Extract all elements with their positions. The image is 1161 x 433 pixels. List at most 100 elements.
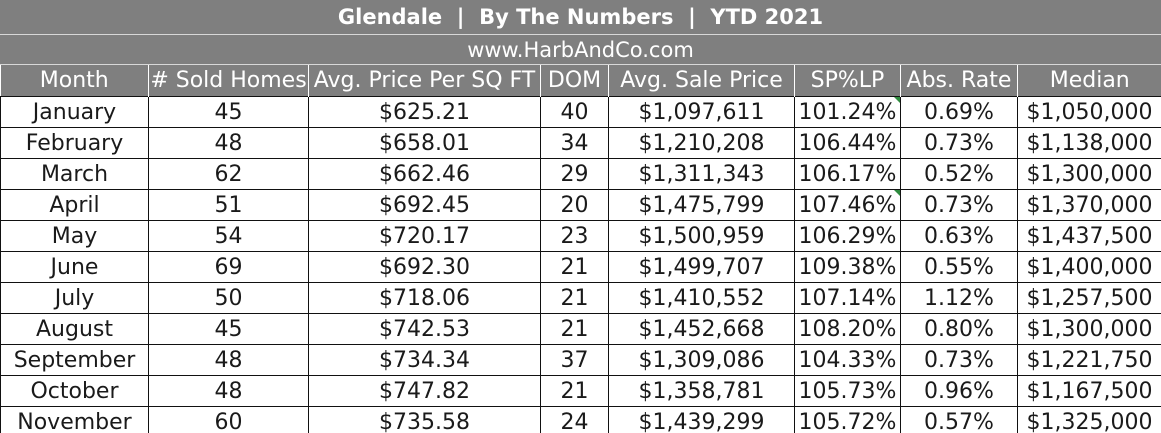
website-link[interactable]: www.HarbAndCo.com <box>0 35 1161 65</box>
price-per-sqft-cell[interactable]: $692.30 <box>308 251 541 283</box>
month-cell[interactable]: August <box>0 313 149 345</box>
dom-cell[interactable]: 29 <box>540 158 609 190</box>
sold-homes-cell[interactable]: 45 <box>148 96 309 128</box>
sold-homes-cell[interactable]: 69 <box>148 251 309 283</box>
abs-rate-cell[interactable]: 0.63% <box>900 220 1018 252</box>
dom-cell[interactable]: 21 <box>540 251 609 283</box>
sold-homes-cell[interactable]: 60 <box>148 406 309 433</box>
abs-rate-cell[interactable]: 0.80% <box>900 313 1018 345</box>
price-per-sqft-cell[interactable]: $742.53 <box>308 313 541 345</box>
abs-rate-cell[interactable]: 0.73% <box>900 344 1018 376</box>
abs-rate-cell[interactable]: 0.96% <box>900 375 1018 407</box>
table-row: January 45 $625.21 40 $1,097,611 101.24% 0.69%… <box>0 96 1161 128</box>
dom-cell[interactable]: 24 <box>540 406 609 433</box>
month-cell[interactable]: October <box>0 375 149 407</box>
median-cell[interactable]: $1,221,750 <box>1017 344 1161 376</box>
sp-lp-cell[interactable]: 105.72% <box>794 406 901 433</box>
avg-sale-price-cell[interactable]: $1,499,707 <box>608 251 795 283</box>
sp-lp-cell[interactable]: 109.38% <box>794 251 901 283</box>
month-cell[interactable]: September <box>0 344 149 376</box>
price-per-sqft-cell[interactable]: $718.06 <box>308 282 541 314</box>
dom-cell[interactable]: 40 <box>540 96 609 128</box>
sp-lp-cell[interactable]: 106.29% <box>794 220 901 252</box>
price-per-sqft-cell[interactable]: $734.34 <box>308 344 541 376</box>
sold-homes-cell[interactable]: 51 <box>148 189 309 221</box>
column-header-avg-sale-price[interactable]: Avg. Sale Price <box>608 65 795 97</box>
sp-lp-cell[interactable]: 101.24% <box>794 96 901 128</box>
avg-sale-price-cell[interactable]: $1,439,299 <box>608 406 795 433</box>
dom-cell[interactable]: 21 <box>540 375 609 407</box>
abs-rate-cell[interactable]: 0.73% <box>900 189 1018 221</box>
avg-sale-price-cell[interactable]: $1,097,611 <box>608 96 795 128</box>
median-cell[interactable]: $1,325,000 <box>1017 406 1161 433</box>
sp-lp-cell[interactable]: 107.46% <box>794 189 901 221</box>
price-per-sqft-cell[interactable]: $735.58 <box>308 406 541 433</box>
dom-cell[interactable]: 21 <box>540 313 609 345</box>
price-per-sqft-cell[interactable]: $692.45 <box>308 189 541 221</box>
median-cell[interactable]: $1,050,000 <box>1017 96 1161 128</box>
median-cell[interactable]: $1,138,000 <box>1017 127 1161 159</box>
avg-sale-price-cell[interactable]: $1,358,781 <box>608 375 795 407</box>
abs-rate-cell[interactable]: 0.57% <box>900 406 1018 433</box>
dom-cell[interactable]: 37 <box>540 344 609 376</box>
avg-sale-price-cell[interactable]: $1,309,086 <box>608 344 795 376</box>
median-cell[interactable]: $1,167,500 <box>1017 375 1161 407</box>
sold-homes-cell[interactable]: 50 <box>148 282 309 314</box>
month-cell[interactable]: May <box>0 220 149 252</box>
median-cell[interactable]: $1,300,000 <box>1017 313 1161 345</box>
median-cell[interactable]: $1,257,500 <box>1017 282 1161 314</box>
median-cell[interactable]: $1,300,000 <box>1017 158 1161 190</box>
month-cell[interactable]: November <box>0 406 149 433</box>
dom-cell[interactable]: 20 <box>540 189 609 221</box>
sp-lp-cell[interactable]: 105.73% <box>794 375 901 407</box>
median-cell[interactable]: $1,400,000 <box>1017 251 1161 283</box>
abs-rate-cell[interactable]: 0.69% <box>900 96 1018 128</box>
sold-homes-cell[interactable]: 48 <box>148 375 309 407</box>
sp-lp-cell[interactable]: 107.14% <box>794 282 901 314</box>
sold-homes-cell[interactable]: 48 <box>148 344 309 376</box>
month-cell[interactable]: July <box>0 282 149 314</box>
sp-lp-cell[interactable]: 108.20% <box>794 313 901 345</box>
abs-rate-cell[interactable]: 1.12% <box>900 282 1018 314</box>
avg-sale-price-cell[interactable]: $1,410,552 <box>608 282 795 314</box>
price-per-sqft-cell[interactable]: $720.17 <box>308 220 541 252</box>
price-per-sqft-cell[interactable]: $662.46 <box>308 158 541 190</box>
sp-lp-cell[interactable]: 106.44% <box>794 127 901 159</box>
dom-cell[interactable]: 21 <box>540 282 609 314</box>
abs-rate-cell[interactable]: 0.55% <box>900 251 1018 283</box>
sp-lp-cell[interactable]: 106.17% <box>794 158 901 190</box>
table-row: March 62 $662.46 29 $1,311,343 106.17% 0.52% $1… <box>0 158 1161 190</box>
column-header-sp-lp[interactable]: SP%LP <box>794 65 901 97</box>
month-cell[interactable]: June <box>0 251 149 283</box>
column-header-dom[interactable]: DOM <box>540 65 609 97</box>
abs-rate-cell[interactable]: 0.52% <box>900 158 1018 190</box>
column-header-sold-homes[interactable]: # Sold Homes <box>148 65 309 97</box>
column-header-median[interactable]: Median <box>1017 65 1161 97</box>
month-cell[interactable]: March <box>0 158 149 190</box>
dom-cell[interactable]: 23 <box>540 220 609 252</box>
sold-homes-cell[interactable]: 45 <box>148 313 309 345</box>
sp-lp-cell[interactable]: 104.33% <box>794 344 901 376</box>
dom-cell[interactable]: 34 <box>540 127 609 159</box>
sold-homes-cell[interactable]: 54 <box>148 220 309 252</box>
median-cell[interactable]: $1,370,000 <box>1017 189 1161 221</box>
avg-sale-price-cell[interactable]: $1,210,208 <box>608 127 795 159</box>
month-cell[interactable]: April <box>0 189 149 221</box>
month-cell[interactable]: January <box>0 96 149 128</box>
price-per-sqft-cell[interactable]: $658.01 <box>308 127 541 159</box>
avg-sale-price-cell[interactable]: $1,452,668 <box>608 313 795 345</box>
month-cell[interactable]: February <box>0 127 149 159</box>
price-per-sqft-cell[interactable]: $625.21 <box>308 96 541 128</box>
sold-homes-cell[interactable]: 48 <box>148 127 309 159</box>
avg-sale-price-cell[interactable]: $1,475,799 <box>608 189 795 221</box>
sold-homes-cell[interactable]: 62 <box>148 158 309 190</box>
column-header-month[interactable]: Month <box>0 65 149 97</box>
avg-sale-price-cell[interactable]: $1,500,959 <box>608 220 795 252</box>
avg-sale-price-cell[interactable]: $1,311,343 <box>608 158 795 190</box>
median-cell[interactable]: $1,437,500 <box>1017 220 1161 252</box>
column-header-abs-rate[interactable]: Abs. Rate <box>900 65 1018 97</box>
column-header-price-per-sqft[interactable]: Avg. Price Per SQ FT <box>308 65 541 97</box>
abs-rate-cell[interactable]: 0.73% <box>900 127 1018 159</box>
table-row: February 48 $658.01 34 $1,210,208 106.44% 0.73… <box>0 127 1161 159</box>
price-per-sqft-cell[interactable]: $747.82 <box>308 375 541 407</box>
